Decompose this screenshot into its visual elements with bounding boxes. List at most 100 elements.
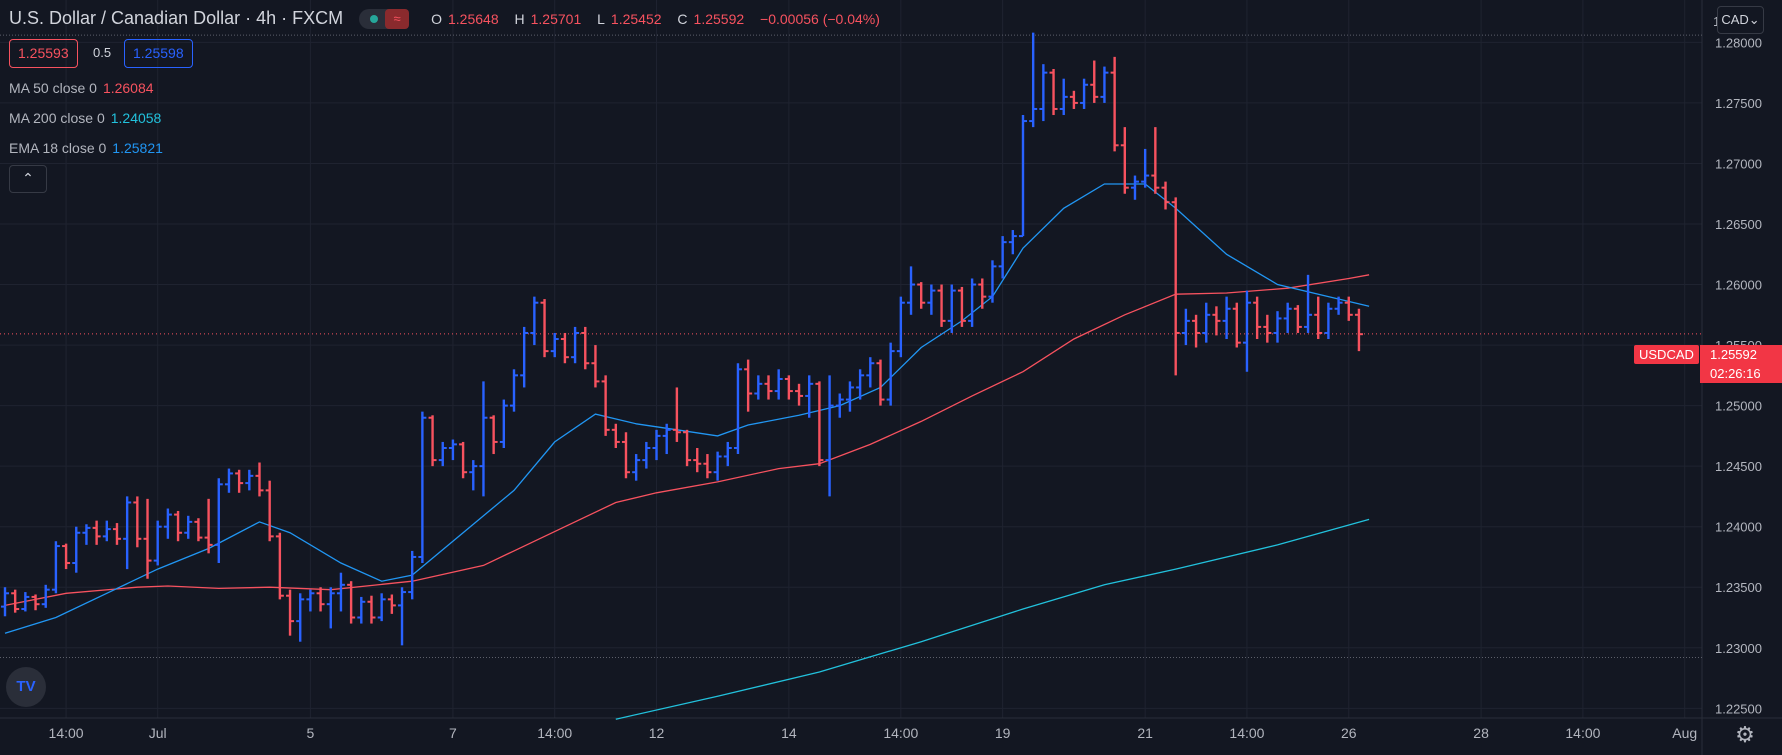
tradingview-logo-icon[interactable]: TV	[6, 667, 46, 707]
ohlc-bar	[1069, 90, 1078, 109]
ohlc-bar	[1049, 69, 1058, 116]
indicator-ma50[interactable]: MA 50 close 0 1.26084	[9, 80, 154, 96]
indicator-ma200[interactable]: MA 200 close 0 1.24058	[9, 110, 162, 126]
price-tick-label: 1.24000	[1715, 520, 1762, 535]
ohlc-bar	[347, 581, 356, 624]
ohlc-bar	[62, 543, 71, 570]
ohlc-bar	[805, 375, 814, 418]
time-tick-label: 7	[449, 725, 457, 741]
close-value: 1.25592	[693, 10, 745, 27]
ohlc-bar	[265, 480, 274, 542]
ohlc-bar	[438, 441, 447, 467]
indicator-ema18[interactable]: EMA 18 close 0 1.25821	[9, 140, 163, 156]
ohlc-bar	[316, 587, 325, 612]
price-tick-label: 1.28000	[1715, 35, 1762, 50]
market-status-toggle[interactable]: ≈	[359, 8, 410, 29]
ohlc-bar	[448, 439, 457, 461]
ohlc-bar	[733, 363, 742, 455]
time-tick-label: 14:00	[883, 725, 918, 741]
ohlc-bar	[133, 496, 142, 548]
ohlc-bar	[306, 589, 315, 612]
ohlc-bar	[683, 429, 692, 467]
ohlc-bar	[51, 541, 60, 594]
ohlc-bar	[744, 359, 753, 412]
ma50-line	[4, 274, 1370, 607]
high-value: 1.25701	[530, 10, 582, 27]
time-tick-label: 14:00	[537, 725, 572, 741]
ohlc-bar	[143, 498, 152, 579]
ohlc-bar	[642, 441, 651, 469]
price-tick-label: 1.26000	[1715, 278, 1762, 293]
ema18-line	[4, 183, 1370, 634]
ohlc-bar	[815, 381, 824, 467]
settings-gear-icon[interactable]: ⚙	[1735, 722, 1755, 747]
change-value: −0.00056 (−0.04%)	[760, 10, 880, 27]
ohlc-bar	[795, 383, 804, 406]
ohlc-bar	[693, 447, 702, 473]
time-tick-label: Jul	[149, 725, 167, 741]
axis-partial-label: 1	[1713, 14, 1720, 29]
open-value: 1.25648	[448, 10, 499, 27]
ohlc-bar	[1212, 306, 1221, 336]
low-value: 1.25452	[610, 10, 662, 27]
time-tick-label: 21	[1137, 725, 1153, 741]
ohlc-bar	[591, 345, 600, 388]
ohlc-bar	[1019, 115, 1027, 238]
ohlc-bar	[72, 526, 81, 573]
ohlc-bar	[1304, 274, 1313, 333]
ohlc-bar	[153, 520, 162, 566]
ohlc-bar	[1202, 302, 1211, 343]
ohlc-bar	[1354, 308, 1363, 352]
ohlc-bar	[489, 415, 498, 455]
ohlc-bar	[621, 432, 630, 479]
ohlc-bar	[275, 532, 284, 600]
dotted-range-lines	[0, 34, 1702, 658]
bar-countdown-label: 02:26:16	[1700, 364, 1782, 383]
ohlc-bar	[214, 478, 223, 564]
ohlc-bar	[825, 375, 834, 497]
ohlc-bar	[1314, 296, 1323, 340]
ohlc-bar	[235, 469, 244, 493]
ohlc-bar	[520, 326, 529, 388]
ohlc-bar	[184, 515, 193, 539]
currency-dropdown[interactable]: CAD⌄	[1717, 6, 1764, 34]
ohlc-bar	[1151, 127, 1160, 194]
sell-price-button[interactable]: 1.25593	[9, 39, 78, 68]
ohlc-bar	[1130, 175, 1139, 200]
ohlc-bar	[102, 520, 111, 542]
ohlc-bar	[1100, 66, 1109, 103]
ohlc-bar	[1039, 64, 1048, 122]
time-tick-label: 14	[781, 725, 797, 741]
ohlc-bar	[326, 587, 335, 629]
ohlc-bar	[662, 423, 671, 455]
price-tick-label: 1.24500	[1715, 459, 1762, 474]
buy-price-button[interactable]: 1.25598	[124, 39, 193, 68]
ohlc-bar	[957, 286, 966, 327]
collapse-indicators-button[interactable]: ⌃	[9, 165, 47, 193]
ohlc-bar	[1090, 60, 1099, 103]
wave-icon: ≈	[385, 8, 410, 29]
symbol-title[interactable]: U.S. Dollar / Canadian Dollar · 4h · FXC…	[9, 8, 344, 28]
symbol-legend: U.S. Dollar / Canadian Dollar · 4h · FXC…	[9, 8, 886, 29]
ohlc-bar	[856, 369, 865, 400]
ohlc-bar	[601, 375, 610, 436]
ohlc-bar	[1232, 302, 1241, 348]
ohlc-bar	[845, 381, 854, 412]
ohlc-bar	[479, 381, 488, 497]
ma200-line	[615, 518, 1370, 720]
ohlc-bar	[947, 284, 956, 333]
ohlc-bar	[21, 592, 30, 612]
ohlc-bar	[1242, 290, 1251, 372]
price-axis[interactable]: 1.280001.275001.270001.265001.260001.255…	[1715, 35, 1762, 716]
ohlc-bar	[82, 524, 91, 545]
ohlc-bar	[988, 260, 997, 303]
ohlc-bar	[1059, 78, 1068, 116]
chevron-up-icon: ⌃	[22, 170, 34, 186]
symbol-price-tag: USDCAD	[1634, 345, 1699, 364]
price-tick-label: 1.27500	[1715, 96, 1762, 111]
ohlc-bar	[428, 415, 437, 467]
ohlc-bar	[174, 510, 183, 542]
time-axis[interactable]: 14:00 Jul 5 7 14:00 12 14 14:00 19 21 14:00 26 28 14:…	[49, 725, 1698, 741]
ohlc-values: O 1.25648 H 1.25701 L 1.25452 C 1.25592 −0.0…	[431, 10, 880, 27]
